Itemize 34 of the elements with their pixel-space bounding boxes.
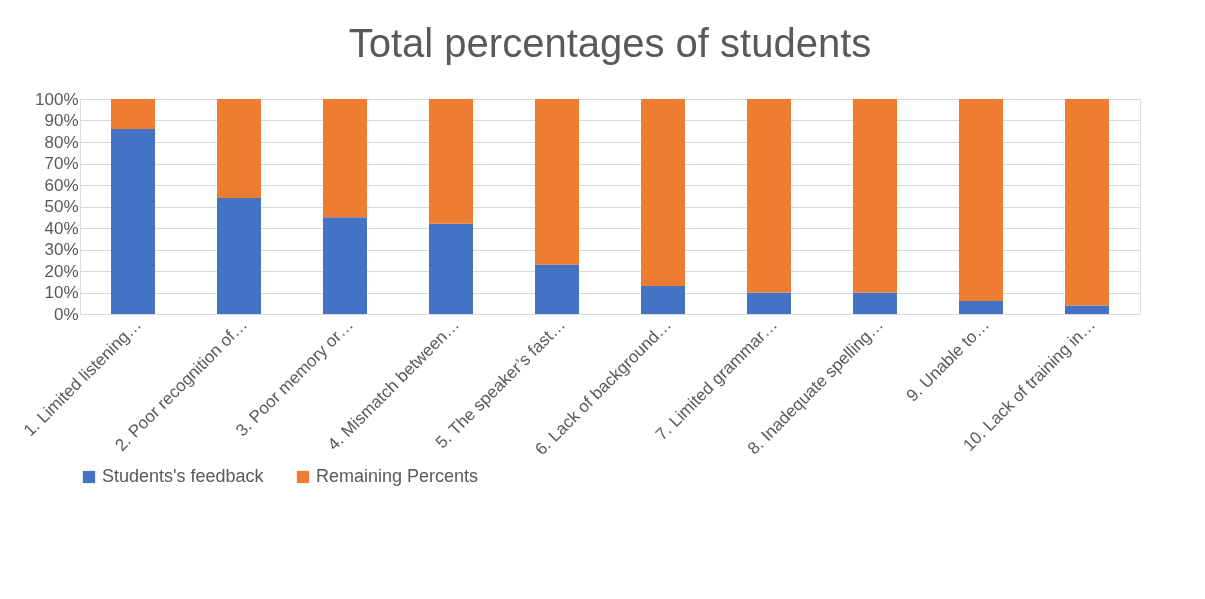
legend-label: Students's feedback (102, 466, 265, 486)
bar (429, 99, 473, 224)
bar (747, 292, 791, 314)
bar (1065, 99, 1109, 306)
bar (959, 99, 1003, 302)
y-tick-label: 80% (44, 132, 79, 152)
bar (217, 99, 261, 198)
chart-title: Total percentages of students (348, 21, 872, 65)
bar (323, 217, 367, 314)
bar (747, 99, 791, 293)
y-tick-label: 0% (53, 304, 79, 324)
y-tick-label: 30% (44, 240, 79, 259)
bar (1065, 305, 1109, 314)
bar (535, 264, 579, 314)
bar (641, 99, 685, 287)
y-tick-label: 50% (44, 197, 79, 216)
y-tick-label: 70% (44, 154, 79, 173)
bar (429, 223, 473, 314)
bar (641, 286, 685, 314)
y-tick-label: 10% (44, 283, 79, 302)
bar (217, 197, 261, 314)
y-tick-label: 20% (44, 261, 79, 281)
legend-label: Remaining Percents (316, 466, 479, 486)
bar (959, 301, 1003, 314)
y-tick-label: 40% (44, 218, 79, 238)
y-tick-label: 60% (44, 175, 79, 195)
bar (111, 129, 155, 314)
y-tick-label: 100% (35, 89, 79, 109)
bar (323, 99, 367, 218)
y-tick-label: 90% (44, 111, 79, 130)
bar (853, 292, 897, 314)
bar (535, 99, 579, 265)
bar (111, 99, 155, 130)
bar (853, 99, 897, 293)
